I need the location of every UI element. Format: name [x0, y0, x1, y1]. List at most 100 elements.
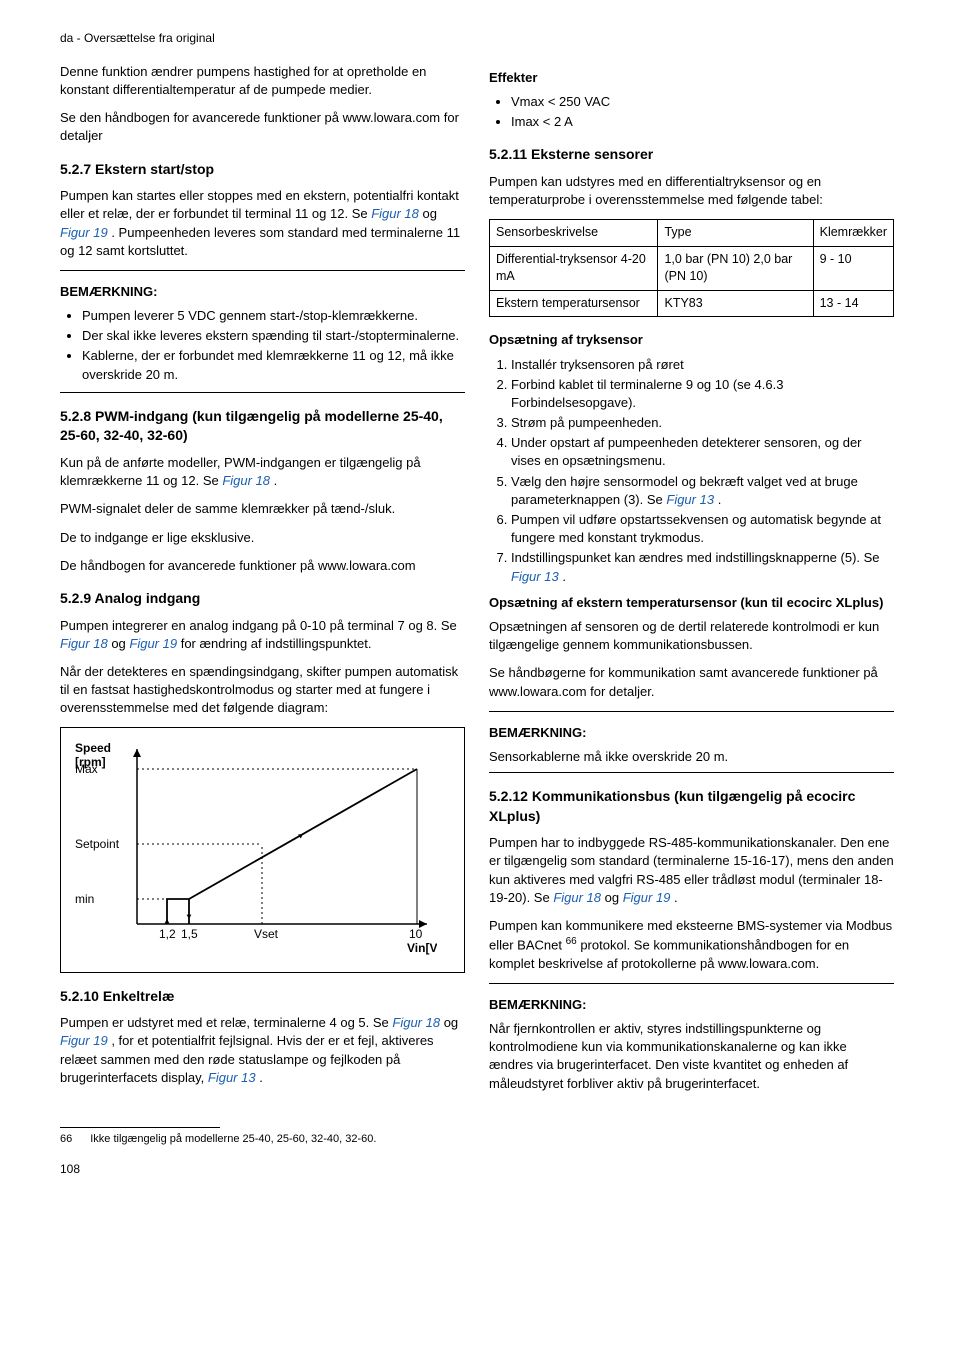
- table-header: Type: [658, 220, 813, 247]
- list-item: Vmax < 250 VAC: [511, 93, 894, 111]
- text: Pumpen har to indbyggede RS-485-kommunik…: [489, 835, 894, 905]
- page-number: 108: [60, 1161, 894, 1178]
- page-header: da - Oversættelse fra original: [60, 30, 894, 47]
- svg-text:1,2: 1,2: [159, 927, 176, 941]
- section-5210-para: Pumpen er udstyret med et relæ, terminal…: [60, 1014, 465, 1087]
- footnote-text: Ikke tilgængelig på modellerne 25-40, 25…: [90, 1132, 376, 1147]
- figure-13-link[interactable]: Figur 13: [208, 1070, 256, 1085]
- speed-voltage-chart: Speed[rpm]Vin[V]MaxSetpointmin1,21,5Vset…: [60, 727, 465, 972]
- text: og: [108, 636, 130, 651]
- note-divider-top: [60, 270, 465, 277]
- figure-19-link[interactable]: Figur 19: [60, 225, 108, 240]
- right-column: Effekter Vmax < 250 VAC Imax < 2 A 5.2.1…: [489, 63, 894, 1103]
- list-item: Imax < 2 A: [511, 113, 894, 131]
- section-528-para-1: Kun på de anførte modeller, PWM-indgange…: [60, 454, 465, 490]
- list-item: Indstillingspunket kan ændres med indsti…: [511, 549, 894, 585]
- section-5212-title: 5.2.12 Kommunikationsbus (kun tilgængeli…: [489, 787, 894, 826]
- opsat-list: Installér tryksensoren på røret Forbind …: [489, 356, 894, 586]
- note-label: BEMÆRKNING:: [489, 724, 894, 742]
- figure-19-link[interactable]: Figur 19: [60, 1033, 108, 1048]
- list-item: Under opstart af pumpeenheden detekterer…: [511, 434, 894, 470]
- two-column-layout: Denne funktion ændrer pumpens hastighed …: [60, 63, 894, 1103]
- table-cell: 13 - 14: [813, 290, 893, 317]
- intro-para-1: Denne funktion ændrer pumpens hastighed …: [60, 63, 465, 99]
- sensor-table: Sensorbeskrivelse Type Klemrækker Differ…: [489, 219, 894, 317]
- section-5212-para-1: Pumpen har to indbyggede RS-485-kommunik…: [489, 834, 894, 907]
- section-5212-para-2: Pumpen kan kommunikere med eksteerne BMS…: [489, 917, 894, 973]
- table-header: Klemrækker: [813, 220, 893, 247]
- section-5210-title: 5.2.10 Enkeltrelæ: [60, 987, 465, 1007]
- text: .: [270, 473, 277, 488]
- svg-text:10: 10: [409, 927, 423, 941]
- figure-18-link[interactable]: Figur 18: [371, 206, 419, 221]
- table-cell: Ekstern temperatursensor: [490, 290, 658, 317]
- superscript-66: 66: [566, 936, 577, 947]
- list-item: Pumpen vil udføre opstartssekvensen og a…: [511, 511, 894, 547]
- section-5211-title: 5.2.11 Eksterne sensorer: [489, 145, 894, 165]
- table-header-row: Sensorbeskrivelse Type Klemrækker: [490, 220, 894, 247]
- figure-19-link[interactable]: Figur 19: [129, 636, 177, 651]
- table-cell: Differential-tryksensor 4-20 mA: [490, 246, 658, 290]
- table-row: Ekstern temperatursensor KTY83 13 - 14: [490, 290, 894, 317]
- section-527-title: 5.2.7 Ekstern start/stop: [60, 160, 465, 180]
- effekter-title: Effekter: [489, 69, 894, 87]
- text: Indstillingspunket kan ændres med indsti…: [511, 550, 880, 565]
- figure-13-link[interactable]: Figur 13: [511, 569, 559, 584]
- svg-text:Setpoint: Setpoint: [75, 837, 120, 851]
- figure-19-link[interactable]: Figur 19: [623, 890, 671, 905]
- chart-svg: Speed[rpm]Vin[V]MaxSetpointmin1,21,5Vset…: [67, 734, 437, 964]
- svg-text:Vin[V]: Vin[V]: [407, 941, 437, 955]
- left-column: Denne funktion ændrer pumpens hastighed …: [60, 63, 465, 1103]
- section-528-para-3: De to indgange er lige eksklusive.: [60, 529, 465, 547]
- text: Pumpen er udstyret med et relæ, terminal…: [60, 1015, 392, 1030]
- note-divider-top: [489, 983, 894, 990]
- note-list-527: Pumpen leverer 5 VDC gennem start-/stop-…: [60, 307, 465, 393]
- figure-18-link[interactable]: Figur 18: [553, 890, 601, 905]
- figure-18-link[interactable]: Figur 18: [60, 636, 108, 651]
- footnote-num: 66: [60, 1132, 72, 1147]
- section-528-para-2: PWM-signalet deler de samme klemrækker p…: [60, 500, 465, 518]
- footnote-divider: [60, 1127, 220, 1128]
- section-529-para-1: Pumpen integrerer en analog indgang på 0…: [60, 617, 465, 653]
- opsat-title: Opsætning af tryksensor: [489, 331, 894, 349]
- note-text: Når fjernkontrollen er aktiv, styres ind…: [489, 1020, 894, 1093]
- opsat2-title: Opsætning af ekstern temperatursensor (k…: [489, 594, 894, 612]
- text: .: [670, 890, 677, 905]
- list-item: Strøm på pumpeenheden.: [511, 414, 894, 432]
- svg-text:Speed: Speed: [75, 741, 111, 755]
- opsat2-para-1: Opsætningen af sensoren og de dertil rel…: [489, 618, 894, 654]
- figure-18-link[interactable]: Figur 18: [222, 473, 270, 488]
- list-item: Forbind kablet til terminalerne 9 og 10 …: [511, 376, 894, 412]
- list-item: Vælg den højre sensormodel og bekræft va…: [511, 473, 894, 509]
- note-label: BEMÆRKNING:: [489, 996, 894, 1014]
- text: og: [601, 890, 623, 905]
- table-header: Sensorbeskrivelse: [490, 220, 658, 247]
- table-cell: 1,0 bar (PN 10) 2,0 bar (PN 10): [658, 246, 813, 290]
- svg-text:Vset: Vset: [254, 927, 279, 941]
- note-text: Sensorkablerne må ikke overskride 20 m.: [489, 748, 894, 773]
- section-528-para-4: De håndbogen for avancerede funktioner p…: [60, 557, 465, 575]
- figure-18-link[interactable]: Figur 18: [392, 1015, 440, 1030]
- footnote: 66 Ikke tilgængelig på modellerne 25-40,…: [60, 1132, 894, 1147]
- opsat2-para-2: Se håndbøgerne for kommunikation samt av…: [489, 664, 894, 700]
- list-item: Pumpen leverer 5 VDC gennem start-/stop-…: [82, 307, 465, 325]
- text: .: [559, 569, 566, 584]
- table-cell: KTY83: [658, 290, 813, 317]
- text: for ændring af indstillingspunktet.: [177, 636, 371, 651]
- table-row: Differential-tryksensor 4-20 mA 1,0 bar …: [490, 246, 894, 290]
- section-528-title: 5.2.8 PWM-indgang (kun tilgængelig på mo…: [60, 407, 465, 446]
- svg-text:min: min: [75, 892, 94, 906]
- list-item: Installér tryksensoren på røret: [511, 356, 894, 374]
- text: . Pumpeenheden leveres som standard med …: [60, 225, 460, 258]
- svg-text:Max: Max: [75, 762, 98, 776]
- section-529-title: 5.2.9 Analog indgang: [60, 589, 465, 609]
- section-529-para-2: Når der detekteres en spændingsindgang, …: [60, 663, 465, 718]
- section-5211-para: Pumpen kan udstyres med en differentialt…: [489, 173, 894, 209]
- effekter-list: Vmax < 250 VAC Imax < 2 A: [489, 93, 894, 131]
- note-label: BEMÆRKNING:: [60, 283, 465, 301]
- list-item: Kablerne, der er forbundet med klemrække…: [82, 347, 465, 383]
- table-cell: 9 - 10: [813, 246, 893, 290]
- text: .: [256, 1070, 263, 1085]
- text: .: [714, 492, 721, 507]
- figure-13-link[interactable]: Figur 13: [666, 492, 714, 507]
